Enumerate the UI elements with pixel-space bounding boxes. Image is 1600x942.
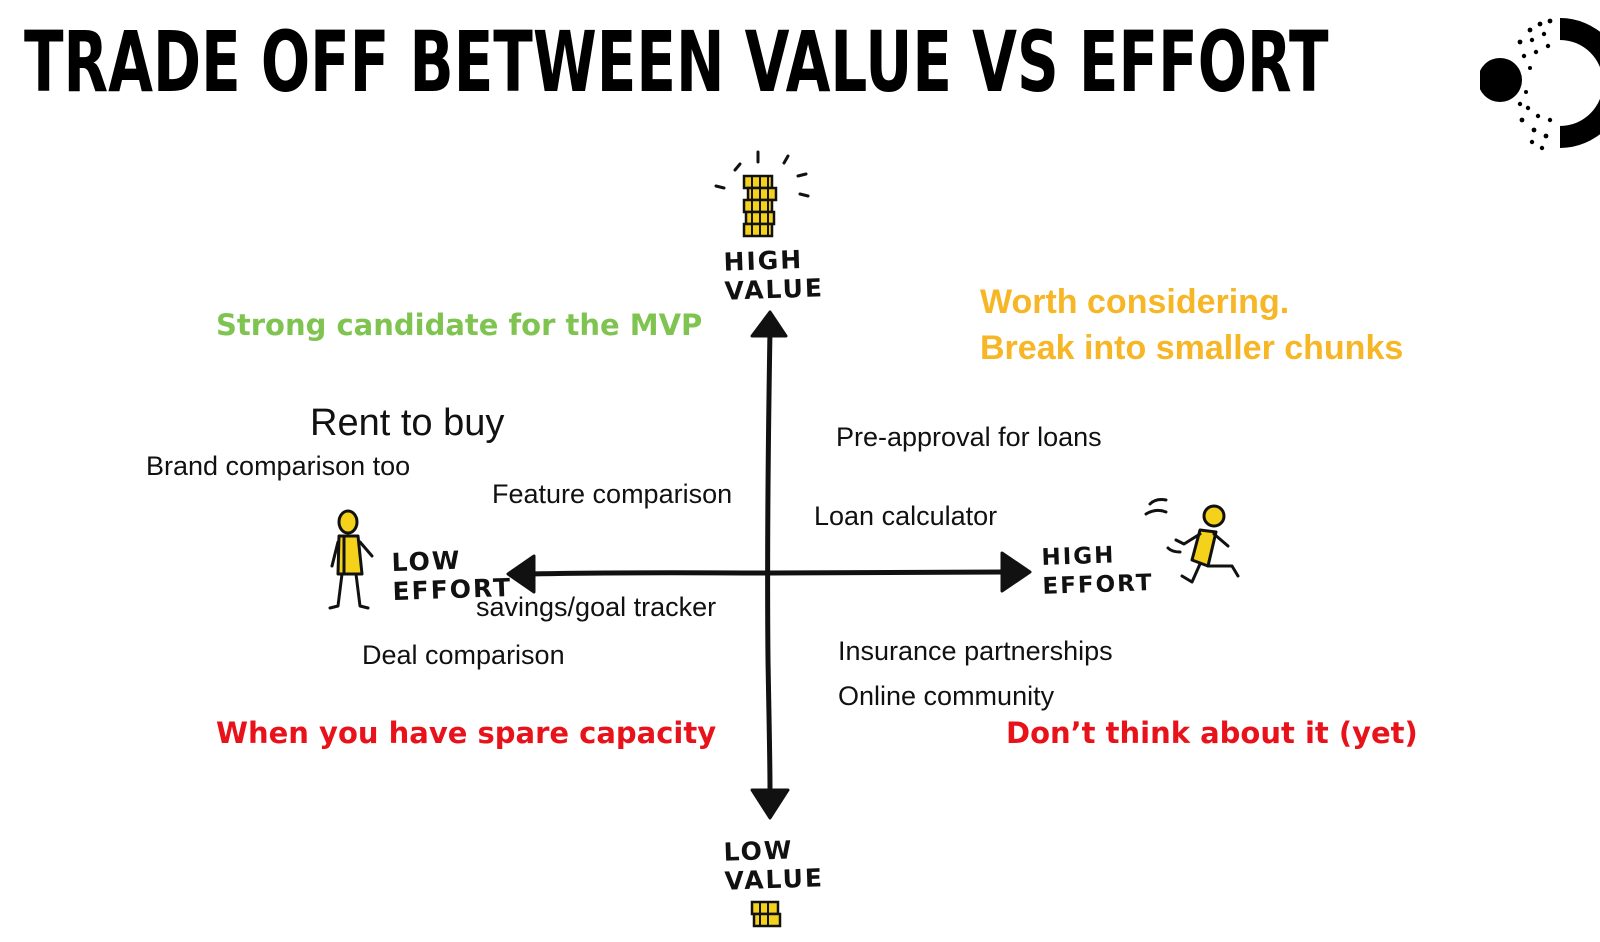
quadrant-label-bottom-right: Don’t think about it (yet): [1006, 716, 1418, 750]
item-rent-to-buy: Rent to buy: [310, 402, 505, 444]
right-arrowhead-icon: [1000, 551, 1032, 593]
item-insurance-partnerships: Insurance partnerships: [838, 636, 1113, 666]
value-axis-line: [765, 327, 773, 793]
item-online-community: Online community: [838, 681, 1055, 711]
running-person-icon: [1144, 498, 1240, 584]
quadrant-label-bottom-left: When you have spare capacity: [216, 716, 717, 750]
item-deal-comparison: Deal comparison: [362, 640, 565, 670]
brand-logo-icon: [1480, 18, 1600, 151]
quadrant-label-top-right: Worth considering. Break into smaller ch…: [980, 279, 1403, 371]
coin-stack-icon: [714, 150, 810, 238]
item-loan-calculator: Loan calculator: [814, 501, 998, 531]
quadrant-label-top-left: Strong candidate for the MVP: [216, 308, 703, 342]
effort-axis-line: [527, 569, 1007, 577]
down-arrowhead-icon: [750, 788, 790, 820]
item-savings-tracker: savings/goal tracker: [476, 592, 717, 622]
item-pre-approval: Pre-approval for loans: [836, 422, 1102, 452]
quadrant-label-top-right-line1: Worth considering.: [980, 283, 1290, 321]
up-arrowhead-icon: [750, 310, 788, 338]
standing-person-icon: [328, 509, 374, 610]
quadrant-label-top-right-line2: Break into smaller chunks: [980, 329, 1404, 367]
axis-label-high-effort: HIGH EFFORT: [1041, 542, 1154, 600]
item-brand-comparison: Brand comparison too: [146, 451, 411, 481]
page-title: TRADE OFF BETWEEN VALUE VS EFFORT: [24, 13, 1329, 111]
axis-label-low-value: LOW VALUE: [723, 835, 825, 896]
left-arrowhead-icon: [506, 554, 536, 594]
item-feature-comparison: Feature comparison: [492, 479, 733, 509]
small-coin-stack-icon: [750, 900, 782, 928]
axis-label-high-value: HIGH VALUE: [723, 244, 825, 306]
